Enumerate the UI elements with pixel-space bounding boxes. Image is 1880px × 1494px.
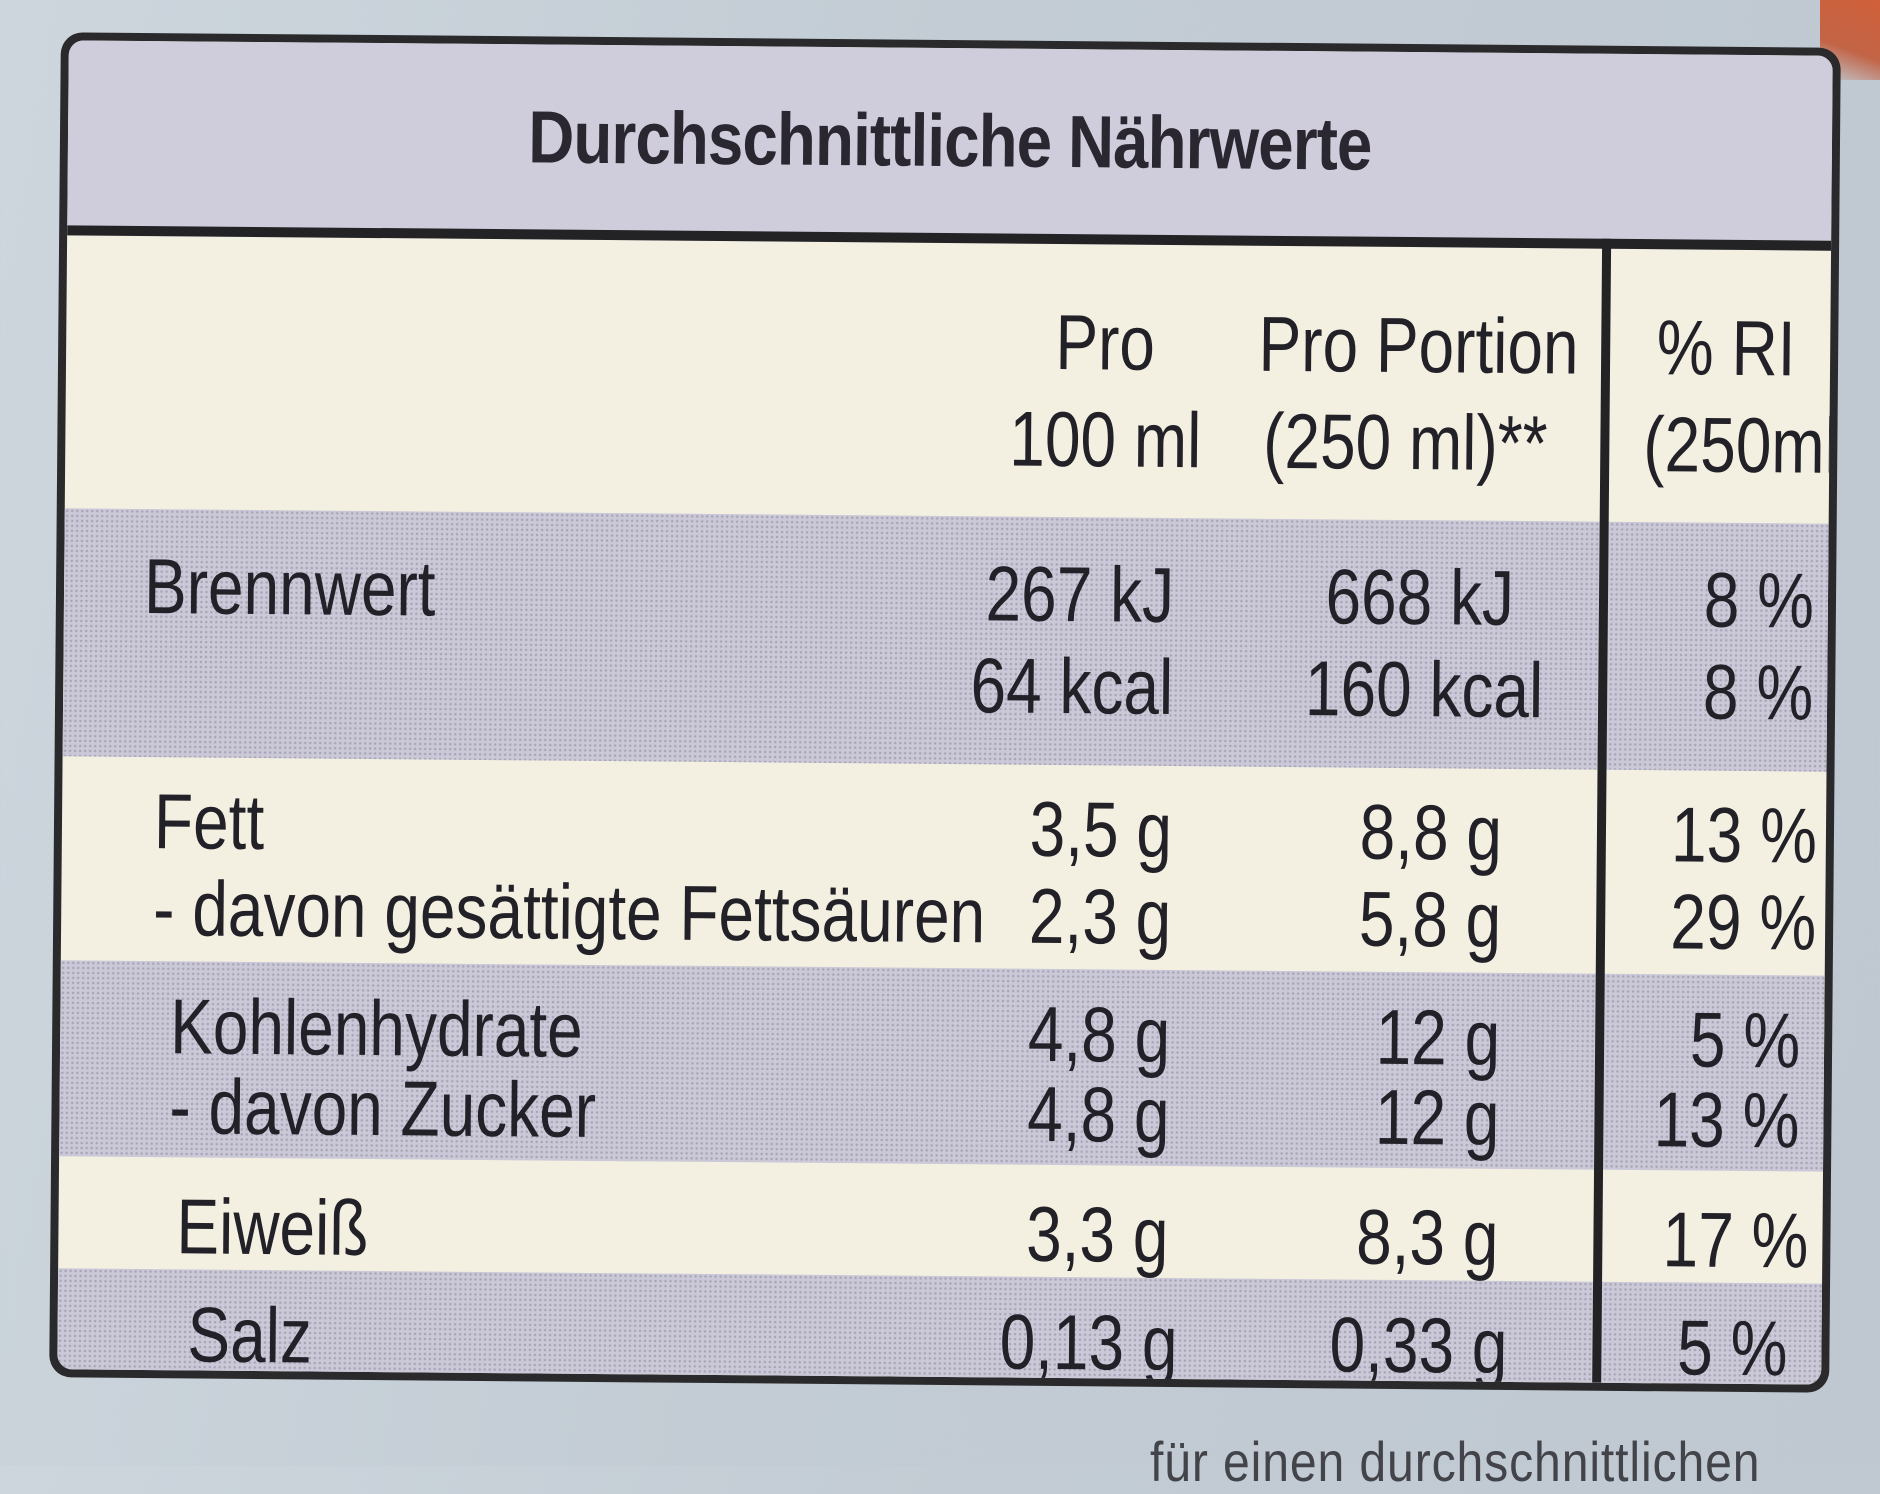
row-sugar-100: 4,8 g: [1026, 1069, 1170, 1159]
row-salt-portion: 0,33 g: [1329, 1300, 1508, 1385]
row-fat-label: Fett: [153, 777, 265, 867]
table-header: Durchschnittliche Nährwerte: [67, 40, 1833, 251]
row-salt-label: Salz: [187, 1290, 313, 1380]
col-per100-line1: Pro: [1055, 297, 1156, 387]
row-energy-kj-portion: 668 kJ: [1325, 552, 1515, 642]
row-energy-label: Brennwert: [143, 542, 436, 633]
row-energy-kcal-100: 64 kcal: [970, 641, 1174, 731]
col-portion-line1: Pro Portion: [1258, 299, 1579, 391]
row-carbs-portion: 12 g: [1375, 992, 1501, 1082]
col-ri-line1: % RI: [1656, 303, 1796, 393]
row-protein-ri: 17 %: [1662, 1195, 1809, 1285]
row-fat-100: 3,5 g: [1029, 784, 1173, 874]
table-title: Durchschnittliche Nährwerte: [528, 95, 1372, 186]
row-fat-portion: 8,8 g: [1359, 787, 1503, 877]
row-sugar-ri: 13 %: [1653, 1075, 1800, 1165]
row-sugar-label: - davon Zucker: [169, 1062, 597, 1154]
col-portion-line2: (250 ml)**: [1262, 396, 1548, 488]
row-salt-100: 0,13 g: [999, 1297, 1178, 1385]
row-carbs-ri: 5 %: [1689, 995, 1801, 1085]
row-protein-portion: 8,3 g: [1355, 1192, 1499, 1282]
row-energy-kcal-ri: 8 %: [1702, 647, 1814, 737]
footnote-text: für einen durchschnittlichen: [1150, 1430, 1761, 1493]
row-energy-kj-100: 267 kJ: [985, 549, 1175, 639]
row-saturates-ri: 29 %: [1670, 877, 1817, 967]
row-saturates-label: - davon gesättigte Fettsäuren: [152, 864, 986, 960]
row-energy-kcal-portion: 160 kcal: [1304, 644, 1544, 735]
row-carbs-100: 4,8 g: [1027, 989, 1171, 1079]
salt-band: [57, 1268, 1823, 1385]
row-fat-ri: 13 %: [1670, 790, 1818, 880]
row-saturates-portion: 5,8 g: [1358, 874, 1502, 964]
row-salt-ri: 5 %: [1676, 1303, 1788, 1385]
nutrition-label: Durchschnittliche Nährwerte Pro 100 ml P…: [49, 32, 1841, 1393]
ri-column-divider: [1592, 238, 1612, 1383]
row-protein-100: 3,3 g: [1025, 1189, 1169, 1279]
row-energy-kj-ri: 8 %: [1703, 555, 1815, 645]
row-protein-label: Eiweiß: [176, 1182, 369, 1272]
col-per100-line2: 100 ml: [1009, 394, 1202, 485]
col-ri-line2: (250ml)*: [1642, 400, 1833, 491]
row-sugar-portion: 12 g: [1374, 1072, 1500, 1162]
nutrition-table: Durchschnittliche Nährwerte Pro 100 ml P…: [57, 40, 1833, 1385]
row-saturates-100: 2,3 g: [1028, 871, 1172, 961]
